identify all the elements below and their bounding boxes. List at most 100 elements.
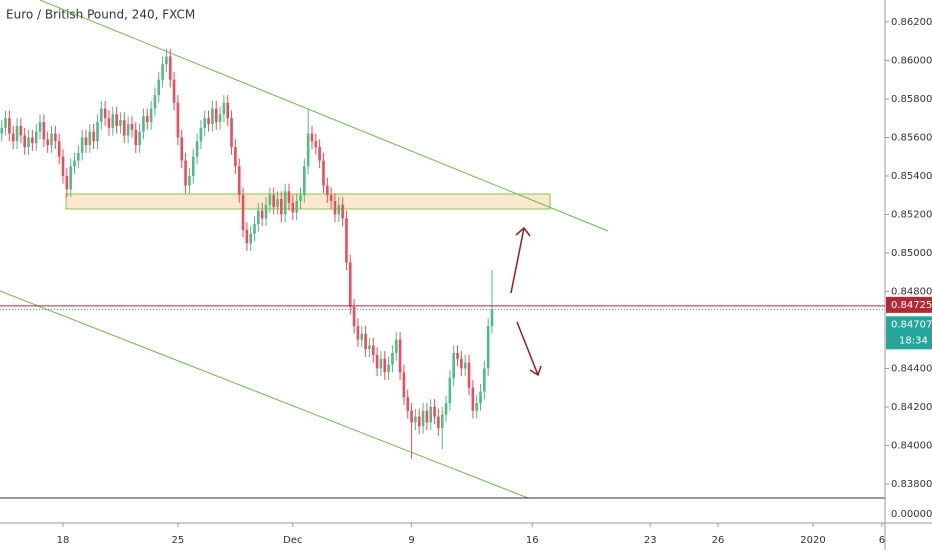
x-tick-label: 6 [879,535,885,546]
candle-body [214,108,218,123]
candle-body [80,137,84,153]
candle-body [437,416,440,429]
x-tick-label: 25 [172,535,185,546]
candle-body [452,353,456,379]
y-tick-label: 0.83800 [891,479,932,490]
candle-body [207,118,210,124]
candle-body [444,403,448,415]
y-tick-label: 0.85000 [891,248,932,259]
candle-body [230,118,233,148]
candle-body [375,354,379,369]
lower-scale-label: 0.00000 [891,509,932,520]
y-tick-label: 0.84400 [891,363,932,374]
y-tick-label: 0.84200 [891,402,932,413]
candle-body [283,191,287,215]
candle-body [19,125,23,136]
candle-body [61,156,65,176]
candle-body [475,403,478,411]
candle-body [145,116,149,123]
x-tick-label: 9 [408,535,414,546]
candle-body [368,345,371,350]
y-tick-label: 0.85800 [891,94,932,105]
candle-body [176,102,180,138]
candle-body [448,378,452,404]
trend-line [39,0,609,232]
candle-body [203,118,207,128]
candle-body [180,137,184,161]
candle-body [295,200,298,213]
candle-body [249,233,252,244]
candle-body [440,414,444,429]
candle-body [77,152,80,161]
candle-body [329,195,333,201]
x-tick-label: 26 [712,535,725,546]
candle-body [161,64,164,80]
candle-body [245,229,249,244]
candle-body [11,133,15,142]
y-tick-label: 0.86200 [891,17,932,28]
candle-body [272,195,275,207]
candle-body [172,79,176,103]
candle-body [111,114,115,128]
candle-body [341,204,344,219]
y-tick-label: 0.85200 [891,209,932,220]
candle-body [96,122,99,142]
chart-title: Euro / British Pound, 240, FXCM [6,8,195,22]
trend-line [0,290,529,499]
candle-body [394,339,398,354]
candle-body [149,108,153,123]
last-price-label: 0.84707 [891,319,932,330]
candle-body [57,141,61,157]
candle-body [486,326,490,369]
candle-body [134,129,138,146]
candle-body [218,114,222,123]
candle-body [234,147,237,167]
candle-body [345,218,348,263]
candle-body [84,137,88,146]
candle-body [142,116,145,132]
candle-body [348,262,352,307]
candle-body [15,125,19,142]
candle-body [322,160,325,186]
candle-body [65,175,69,190]
candle-body [326,185,329,196]
y-tick-label: 0.84000 [891,440,932,451]
arrow-up [510,226,531,294]
candle-body [184,160,187,186]
candle-body [100,108,103,123]
candle-body [356,326,360,340]
candle-body [371,345,375,355]
candle-body [391,353,394,365]
candle-body [410,410,413,423]
candle-body [337,204,341,215]
candle-body [50,133,53,146]
candle-body [417,416,421,427]
candle-body [490,309,494,327]
y-tick-label: 0.86000 [891,55,932,66]
candle-body [31,137,34,144]
countdown-label: 18:34 [899,335,928,346]
candle-body [479,391,482,404]
zone-rectangle [65,193,551,210]
candle-body [383,358,387,373]
last-price-box [886,316,932,350]
candle-body [88,131,92,146]
candle-body [406,397,410,411]
candle-body [54,133,57,142]
candle-body [299,195,302,201]
y-tick-label: 0.85400 [891,171,932,182]
candle-body [130,123,134,130]
x-tick-label: 16 [526,535,539,546]
candle-body [157,79,161,96]
candle-body [268,195,272,205]
candle-body [257,210,260,225]
candle-body [191,156,195,176]
candle-body [42,122,46,140]
candle-body [291,202,295,213]
candle-body [222,102,226,115]
candle-body [23,135,27,148]
candle-body [398,339,402,373]
candle-body [253,224,256,234]
candle-body [318,147,321,161]
y-tick-label: 0.84800 [891,286,932,297]
